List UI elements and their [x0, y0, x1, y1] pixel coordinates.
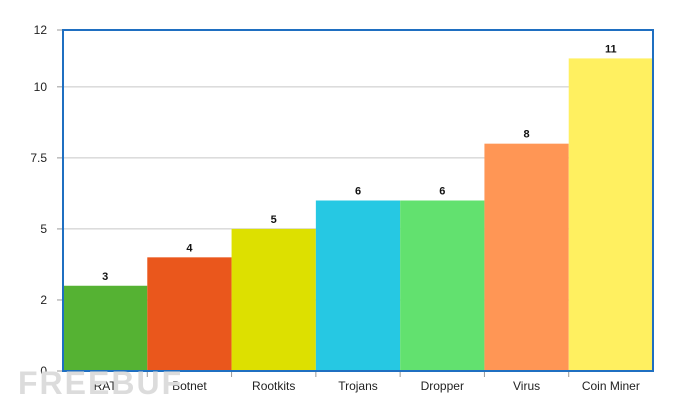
y-tick-label: 5 [40, 222, 47, 236]
x-tick-label: Botnet [172, 379, 207, 393]
watermark-text: FREEBUF [18, 365, 183, 401]
x-tick-label: Dropper [421, 379, 464, 393]
x-tick-label: Trojans [338, 379, 378, 393]
label-layer: 0 2 5 7.5 10 12 3 RAT 4 Botnet 5 Rootkits 6 Trojans 6 D… [30, 23, 640, 393]
y-tick-label: 0 [40, 364, 47, 378]
data-label: 3 [102, 271, 108, 283]
x-tick-label: Rootkits [252, 379, 295, 393]
bar-botnet [147, 257, 232, 371]
data-label: 6 [439, 186, 445, 198]
data-label: 8 [524, 129, 530, 141]
x-tick-label: RAT [94, 379, 118, 393]
bar-trojans [315, 200, 401, 371]
y-tick-label: 2 [40, 293, 47, 307]
bar-layer [63, 58, 653, 372]
y-tick-label: 10 [34, 80, 48, 94]
data-label: 6 [355, 186, 361, 198]
frame-layer [57, 29, 654, 377]
data-label: 4 [186, 242, 193, 254]
x-tick-label: Virus [513, 379, 540, 393]
bar-rat [63, 285, 148, 371]
y-tick-label: 7.5 [30, 151, 47, 165]
plot-frame [62, 29, 654, 372]
x-tick-label: Coin Miner [582, 379, 640, 393]
bar-dropper [400, 200, 485, 371]
data-label: 5 [271, 214, 277, 226]
data-label: 11 [605, 43, 617, 55]
bar-virus [484, 143, 569, 371]
y-tick-label: 12 [34, 23, 48, 37]
bar-rootkits [231, 228, 316, 371]
bar-coin-miner [568, 58, 653, 372]
